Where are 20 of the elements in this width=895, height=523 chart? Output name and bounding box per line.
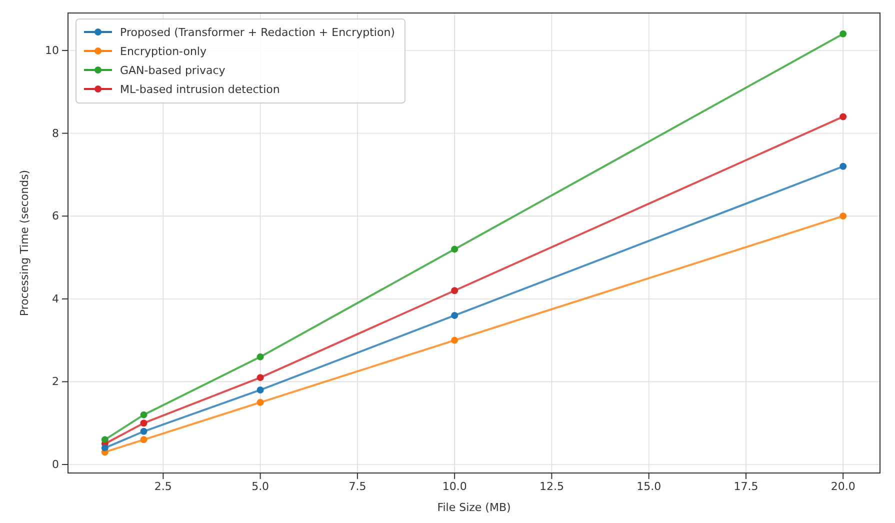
y-tick-label: 10 bbox=[45, 44, 59, 57]
y-tick-label: 0 bbox=[52, 458, 59, 472]
x-axis-title: File Size (MB) bbox=[437, 501, 511, 514]
y-tick-label: 2 bbox=[52, 375, 59, 388]
legend-label: Proposed (Transformer + Redaction + Encryption) bbox=[120, 26, 395, 39]
y-tick-label: 4 bbox=[52, 292, 59, 306]
x-tick-label: 7.5 bbox=[348, 480, 366, 493]
x-tick-label: 15.0 bbox=[636, 480, 662, 493]
x-tick-label: 10.0 bbox=[442, 480, 467, 493]
x-tick-label: 12.5 bbox=[539, 480, 564, 493]
y-tick-label: 6 bbox=[52, 210, 59, 223]
x-tick-label: 2.5 bbox=[154, 480, 172, 493]
legend-label: Encryption-only bbox=[120, 45, 207, 58]
x-tick-label: 5.0 bbox=[252, 480, 270, 493]
legend-label: ML-based intrusion detection bbox=[120, 83, 280, 96]
y-axis-title: Processing Time (seconds) bbox=[18, 170, 31, 316]
x-tick-label: 20.0 bbox=[830, 480, 856, 493]
x-tick-label: 17.5 bbox=[734, 480, 758, 493]
legend-label: GAN-based privacy bbox=[120, 64, 226, 77]
y-tick-label: 8 bbox=[52, 126, 59, 140]
